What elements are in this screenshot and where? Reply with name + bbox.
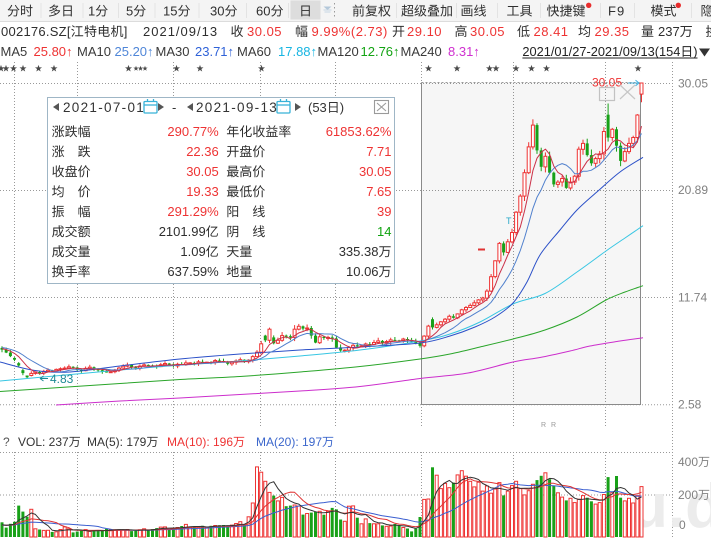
svg-text:MA120: MA120 (318, 44, 359, 59)
svg-text:15: 15 (163, 4, 177, 19)
svg-text:60: 60 (256, 4, 270, 19)
svg-text:8.31↑: 8.31↑ (448, 44, 480, 59)
svg-text:-: - (172, 100, 176, 115)
svg-text:29.10: 29.10 (407, 24, 442, 39)
svg-text:9.99%(2.73): 9.99%(2.73) (312, 24, 388, 39)
svg-text:0: 0 (679, 518, 686, 532)
svg-text:291.29%: 291.29% (167, 204, 219, 219)
svg-text:30.05: 30.05 (592, 76, 622, 90)
svg-text:30.05: 30.05 (470, 24, 505, 39)
svg-text:14: 14 (377, 224, 391, 239)
svg-text:F9: F9 (608, 4, 625, 19)
svg-text:7.65: 7.65 (366, 184, 391, 199)
svg-text:39: 39 (377, 204, 391, 219)
svg-text:): ) (340, 100, 344, 115)
svg-text:MA(10): 196: MA(10): 196 (167, 435, 233, 449)
svg-text:(53: (53 (308, 100, 327, 115)
svg-text:237: 237 (658, 24, 680, 39)
svg-text:61853.62%: 61853.62% (326, 124, 392, 139)
svg-text:335.38: 335.38 (339, 244, 379, 259)
svg-text:290.77%: 290.77% (167, 124, 219, 139)
svg-text:23.71↑: 23.71↑ (195, 44, 234, 59)
svg-text:5: 5 (126, 4, 133, 19)
svg-text:30.05: 30.05 (247, 24, 282, 39)
svg-text:12.76↑: 12.76↑ (361, 44, 400, 59)
svg-text:MA(20): 197: MA(20): 197 (256, 435, 322, 449)
svg-text:2021/09/13: 2021/09/13 (143, 24, 218, 39)
svg-text:19.33: 19.33 (186, 184, 219, 199)
svg-text:T: T (506, 216, 512, 226)
svg-text:10.06: 10.06 (346, 264, 379, 279)
svg-text:MA5: MA5 (1, 44, 28, 59)
svg-text:637.59%: 637.59% (167, 264, 219, 279)
svg-text:200: 200 (678, 488, 698, 502)
svg-text:MA10: MA10 (77, 44, 111, 59)
svg-text:28.41: 28.41 (534, 24, 569, 39)
svg-text:1: 1 (88, 4, 95, 19)
svg-text:R: R (551, 422, 556, 429)
svg-text:400: 400 (678, 455, 698, 469)
svg-text:30.05: 30.05 (186, 164, 219, 179)
svg-text:2021-09-13: 2021-09-13 (196, 100, 278, 115)
svg-text:2101.99: 2101.99 (159, 224, 206, 239)
svg-text:29.35: 29.35 (595, 24, 630, 39)
svg-text:4.83: 4.83 (50, 372, 74, 386)
svg-text:11.74: 11.74 (678, 291, 707, 305)
svg-text:R: R (541, 422, 546, 429)
svg-text:17.88↑: 17.88↑ (278, 44, 317, 59)
svg-text:2021-07-01: 2021-07-01 (63, 100, 145, 115)
svg-text:20.89: 20.89 (678, 183, 708, 197)
svg-text:25.20↑: 25.20↑ (115, 44, 154, 59)
svg-text:30: 30 (210, 4, 224, 19)
svg-text:25.80↑: 25.80↑ (34, 44, 73, 59)
svg-text:MA60: MA60 (237, 44, 271, 59)
svg-text:): ) (693, 44, 697, 59)
svg-text:MA240: MA240 (401, 44, 442, 59)
svg-text:MA30: MA30 (156, 44, 190, 59)
svg-text:30.05: 30.05 (678, 77, 708, 91)
svg-text:MA(5): 179: MA(5): 179 (87, 435, 147, 449)
svg-text:2021/01/27-2021/09/13(154: 2021/01/27-2021/09/13(154 (522, 44, 680, 59)
svg-text:22.36: 22.36 (186, 144, 219, 159)
svg-text:VOL: 237: VOL: 237 (18, 435, 69, 449)
svg-text:30.05: 30.05 (359, 164, 392, 179)
svg-text:1.09: 1.09 (180, 244, 205, 259)
svg-text:7.71: 7.71 (366, 144, 391, 159)
svg-text:]: ] (124, 24, 128, 39)
svg-text:?: ? (3, 435, 10, 449)
svg-text:2.58: 2.58 (678, 398, 702, 412)
svg-text:002176.SZ[: 002176.SZ[ (1, 24, 71, 39)
